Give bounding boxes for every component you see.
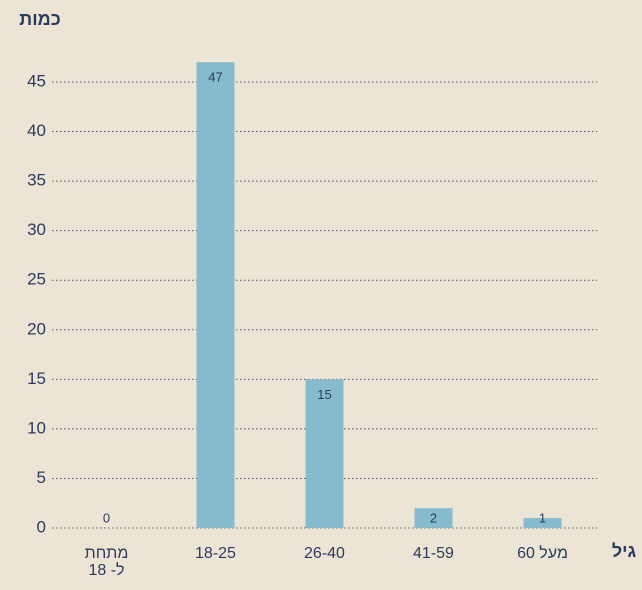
bar: [414, 508, 453, 528]
y-tick-label: 15: [27, 369, 46, 388]
y-tick-label: 10: [27, 418, 46, 437]
value-label: 15: [317, 387, 331, 402]
y-tick-label: 0: [37, 517, 46, 536]
y-tick-label: 25: [27, 270, 46, 289]
x-tick-label-box: מתחת ל- 18: [84, 545, 129, 579]
y-tick-label: 20: [27, 319, 46, 338]
x-tick-label-box: 26-40: [304, 545, 345, 562]
y-tick-label: 35: [27, 171, 46, 190]
x-tick-label-box: מעל 60: [517, 545, 568, 562]
x-tick-label: 18-25: [195, 545, 236, 562]
bar: [196, 62, 235, 529]
value-label: 0: [103, 510, 110, 525]
value-label: 47: [208, 70, 222, 85]
x-axis-label: גיל: [612, 541, 637, 561]
y-tick-label: 40: [27, 121, 46, 140]
bar: [305, 379, 344, 528]
x-tick-label: מתחת ל- 18: [84, 545, 129, 579]
value-label: 1: [539, 510, 546, 525]
value-label: 2: [430, 510, 437, 525]
y-tick-label: 30: [27, 220, 46, 239]
x-tick-label-box: 41-59: [413, 545, 454, 562]
y-tick-label: 5: [37, 468, 46, 487]
x-tick-label: 26-40: [304, 545, 345, 562]
x-tick-label: מעל 60: [517, 545, 568, 562]
x-tick-label: 41-59: [413, 545, 454, 562]
x-tick-label-box: 18-25: [195, 545, 236, 562]
y-axis-label: כמות: [19, 9, 60, 29]
bar: [523, 518, 562, 528]
y-tick-label: 45: [27, 71, 46, 90]
